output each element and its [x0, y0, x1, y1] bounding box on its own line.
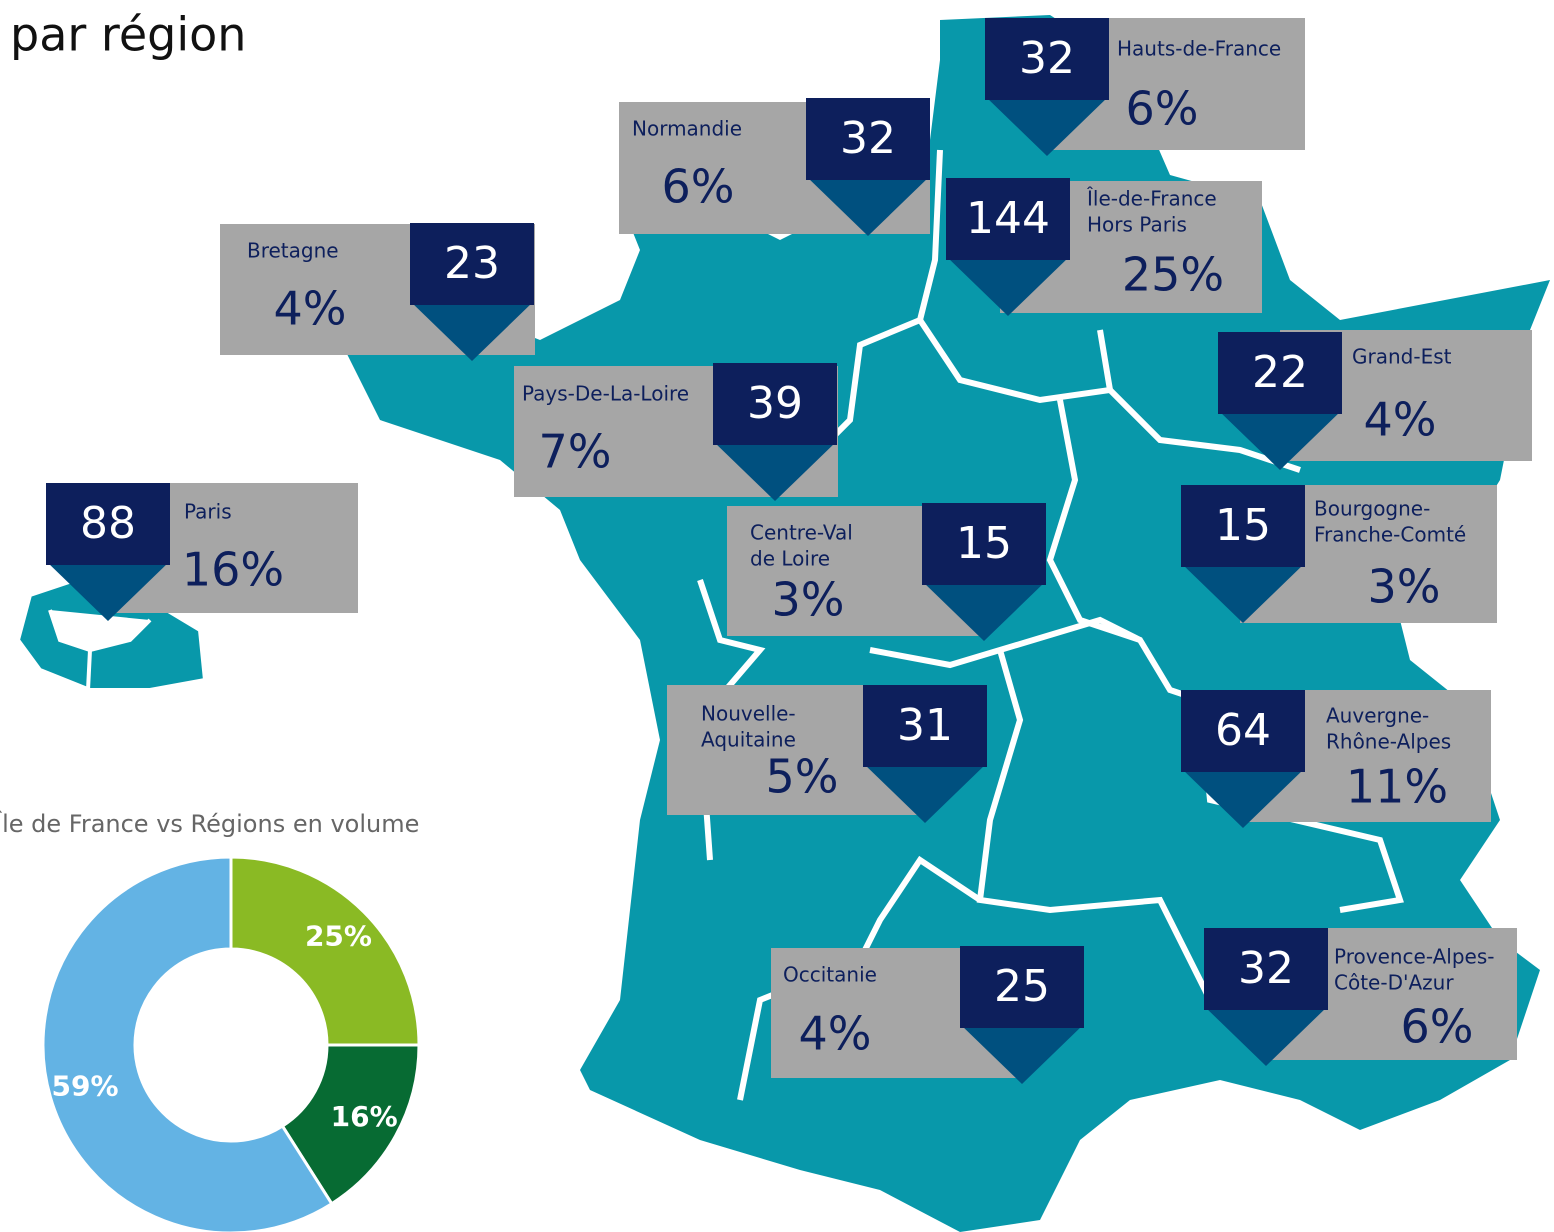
region-count: 32	[1019, 33, 1075, 84]
region-name: Rhône-Alpes	[1326, 730, 1451, 754]
slice-label: 16%	[331, 1100, 398, 1133]
region-name: Bretagne	[247, 239, 339, 263]
count-box	[410, 223, 534, 305]
region-name: Bourgogne-	[1314, 497, 1430, 521]
region-name: Hors Paris	[1087, 213, 1187, 237]
region-share: 16%	[182, 543, 284, 597]
region-count: 15	[956, 518, 1012, 569]
region-share: 6%	[662, 160, 735, 214]
region-name: de Loire	[750, 547, 830, 571]
region-name: Normandie	[632, 117, 742, 141]
pointer	[1218, 410, 1342, 470]
region-count: 25	[994, 961, 1050, 1012]
region-name: Provence-Alpes-	[1334, 945, 1495, 969]
region-count: 31	[897, 700, 953, 751]
count-box	[1218, 332, 1342, 414]
region-name: Île-de-France	[1086, 187, 1217, 211]
chart-title: Île de France vs Régions en volume	[0, 809, 419, 838]
count-box	[863, 685, 987, 767]
region-share: 25%	[1122, 248, 1224, 302]
region-name: Occitanie	[783, 963, 877, 987]
region-count: 88	[80, 498, 136, 549]
page-title: par région	[10, 8, 246, 62]
pointer	[1204, 1006, 1328, 1066]
region-name: Paris	[184, 500, 232, 524]
slice-label: 25%	[305, 920, 372, 953]
count-box	[806, 98, 930, 180]
region-count: 22	[1252, 347, 1308, 398]
region-share: 7%	[539, 425, 612, 479]
region-count: 23	[444, 238, 500, 289]
count-box	[1181, 690, 1305, 772]
pointer	[46, 561, 170, 621]
region-name: Franche-Comté	[1314, 523, 1466, 547]
region-share: 4%	[274, 282, 347, 336]
pointer	[1181, 563, 1305, 623]
region-name: Côte-D'Azur	[1334, 971, 1454, 995]
region-count: 32	[1238, 943, 1294, 994]
donut-slice	[41, 855, 334, 1232]
region-share: 6%	[1401, 1000, 1474, 1054]
region-name: Pays-De-La-Loire	[522, 382, 689, 406]
region-share: 3%	[1368, 560, 1441, 614]
count-box	[946, 178, 1070, 260]
region-name: Nouvelle-	[701, 702, 796, 726]
pointer	[1181, 768, 1305, 828]
region-share: 4%	[1364, 393, 1437, 447]
pointer	[946, 256, 1070, 316]
pointer	[922, 581, 1046, 641]
pointer	[410, 301, 534, 361]
slice-label: 59%	[52, 1069, 119, 1102]
count-box	[922, 503, 1046, 585]
region-count: 32	[840, 113, 896, 164]
count-box	[960, 946, 1084, 1028]
region-share: 11%	[1346, 760, 1448, 814]
donut-slice	[229, 855, 421, 1047]
region-share: 4%	[799, 1007, 872, 1061]
pointer	[806, 176, 930, 236]
count-box	[985, 18, 1109, 100]
count-box	[1181, 485, 1305, 567]
count-box	[46, 483, 170, 565]
region-name: Hauts-de-France	[1117, 37, 1281, 61]
region-share: 6%	[1126, 82, 1199, 136]
region-count: 15	[1215, 500, 1271, 551]
pointer	[863, 763, 987, 823]
pointer	[985, 96, 1109, 156]
region-share: 5%	[766, 750, 839, 804]
region-name: Grand-Est	[1352, 345, 1452, 369]
region-name: Centre-Val	[750, 521, 853, 545]
region-share: 3%	[772, 573, 845, 627]
count-box	[713, 363, 837, 445]
region-labels: 32 Hauts-de-France 6% 32 Normandie 6% 144 Île-d…	[46, 18, 1532, 1084]
donut-chart: Île de France vs Régions en volume 25% 16…	[0, 809, 421, 1232]
donut-slice	[280, 1043, 421, 1206]
region-count: 64	[1215, 705, 1271, 756]
pointer	[960, 1024, 1084, 1084]
region-name: Aquitaine	[701, 728, 796, 752]
region-count: 144	[966, 193, 1050, 244]
region-count: 39	[747, 378, 803, 429]
region-name: Auvergne-	[1326, 704, 1429, 728]
count-box	[1204, 928, 1328, 1010]
pointer	[713, 441, 837, 501]
